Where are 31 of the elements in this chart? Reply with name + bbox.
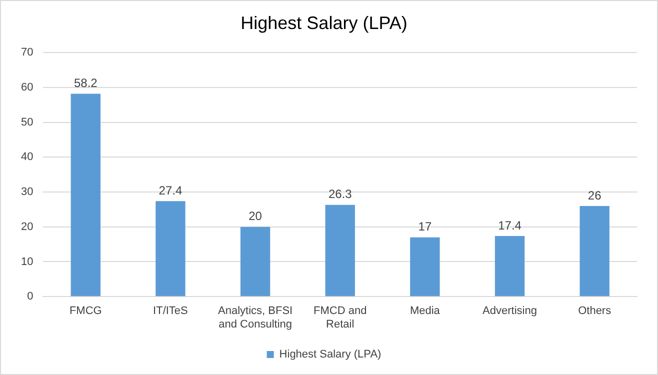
x-tick-label: IT/ITeS	[153, 305, 188, 318]
x-tick-label: Analytics, BFSI and Consulting	[218, 305, 293, 330]
bar	[494, 236, 525, 296]
bar	[240, 226, 270, 296]
data-label: 58.2	[74, 76, 98, 90]
data-label: 17	[418, 220, 432, 234]
y-tick-label: 10	[20, 256, 34, 268]
chart-title: Highest Salary (LPA)	[240, 12, 408, 33]
y-tick-label: 0	[27, 290, 34, 303]
x-tick-label: Media	[410, 305, 441, 318]
y-tick-label: 50	[20, 116, 34, 128]
data-label: 26	[588, 188, 602, 202]
x-tick-label: FMCG	[69, 305, 102, 318]
bar	[70, 94, 100, 296]
y-tick-label: 40	[20, 151, 34, 164]
data-label: 17.4	[498, 218, 522, 232]
bar	[580, 206, 610, 296]
y-tick-label: 60	[20, 81, 34, 94]
bar	[156, 201, 186, 296]
data-label: 27.4	[158, 183, 182, 198]
x-tick-label: Advertising	[482, 305, 537, 318]
legend-label: Highest Salary (LPA)	[279, 348, 382, 361]
data-label: 20	[248, 209, 262, 224]
bar	[410, 237, 440, 296]
bar	[325, 204, 355, 296]
y-tick-label: 70	[20, 46, 34, 59]
y-tick-label: 20	[20, 220, 34, 233]
data-label: 26.3	[328, 187, 352, 202]
y-tick-label: 30	[20, 186, 34, 198]
x-tick-label: Others	[578, 305, 612, 318]
x-tick-label: FMCD and Retail	[314, 305, 367, 330]
